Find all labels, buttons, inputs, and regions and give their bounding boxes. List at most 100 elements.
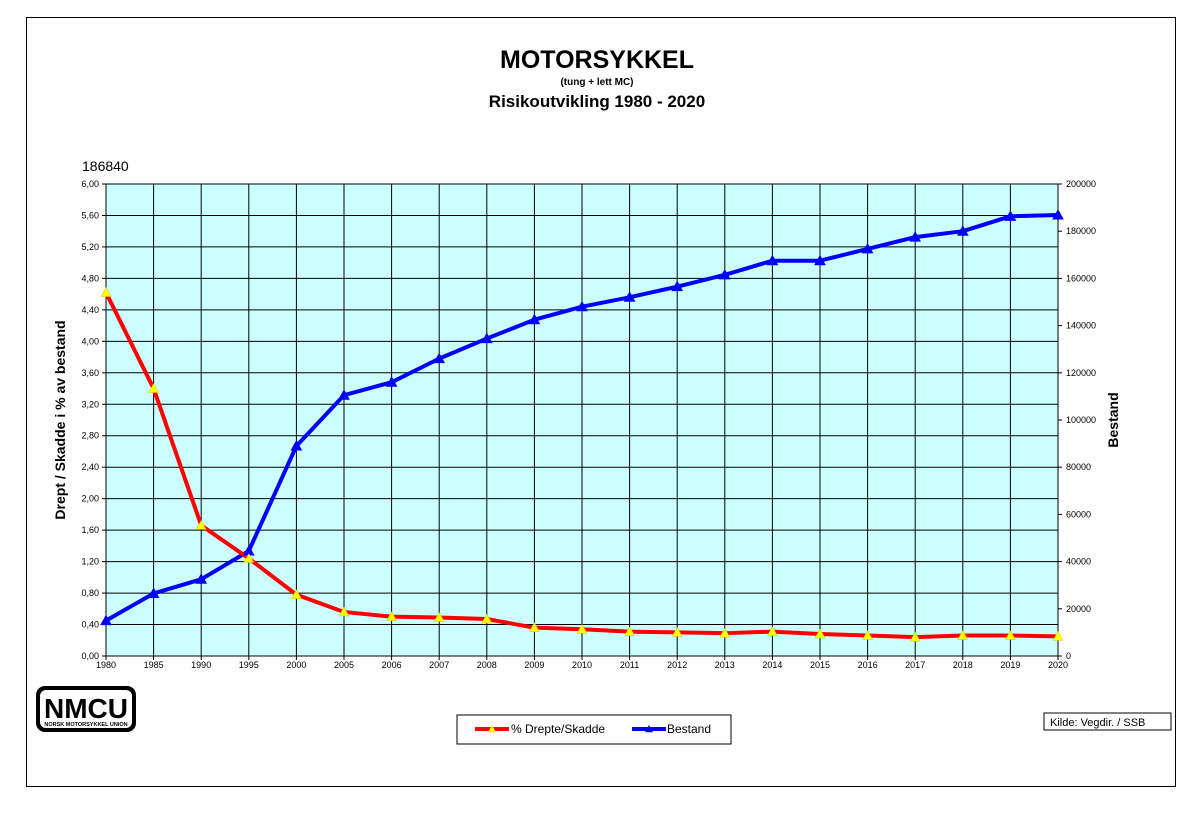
x-tick-label: 2008 [477,660,497,670]
bestand-point [290,439,303,451]
legend-drepte-marker [488,725,496,733]
y-tick-label: 1,60 [81,525,99,535]
bestand-point [671,280,684,292]
x-tick-label: 2014 [762,660,782,670]
y2-tick-label: 180000 [1066,226,1096,236]
y-tick-label: 1,20 [81,557,99,567]
y-tick-label: 0,80 [81,588,99,598]
y-axis-left-label: Drept / Skadde i % av bestand [52,320,68,519]
bestand-point [909,231,922,242]
y-tick-label: 4,00 [81,336,99,346]
top-value-label: 186840 [82,158,129,174]
x-tick-label: 2019 [1000,660,1020,670]
x-tick-label: 2020 [1048,660,1068,670]
bestand-point [718,268,731,280]
x-tick-label: 2016 [858,660,878,670]
y-tick-label: 4,80 [81,273,99,283]
bestand-point [528,313,541,325]
x-tick-label: 2006 [382,660,402,670]
bestand-point [385,376,398,387]
x-tick-label: 1980 [96,660,116,670]
logo-text: NMCU [44,693,128,724]
y-axis-right: 0 20000 40000 60000 80000 100000 120000 140000 1… [1058,179,1096,661]
y2-tick-label: 100000 [1066,415,1096,425]
logo-tagline: NORSK MOTORSYKKEL UNION [44,722,127,728]
source-text: Kilde: Vegdir. / SSB [1050,717,1145,729]
bestand-point [814,254,826,266]
drepte-point [528,622,540,632]
series-layer [100,209,1064,642]
chart-subtitle-2: Risikoutvikling 1980 - 2020 [489,92,705,111]
bestand-point [861,242,874,254]
y2-tick-label: 60000 [1066,509,1091,519]
y-tick-label: 5,20 [81,242,99,252]
x-tick-label: 2013 [715,660,735,670]
bestand-point [100,614,112,626]
x-tick-label: 2015 [810,660,830,670]
drepte-point [386,611,398,621]
y-tick-label: 4,40 [81,305,99,315]
bestand-point [956,225,969,236]
bestand-point [623,291,636,302]
x-tick-label: 2007 [429,660,449,670]
grid-lines [105,183,1059,657]
bestand-point [147,587,160,598]
y-tick-label: 3,60 [81,368,99,378]
bestand-point [576,300,588,312]
chart-subtitle: (tung + lett MC) [560,77,633,88]
y2-tick-label: 80000 [1066,462,1091,472]
y-tick-label: 5,60 [81,210,99,220]
drepte-point [957,630,969,640]
drepte-point [624,626,636,636]
drepte-point [814,628,826,639]
x-tick-label: 2005 [334,660,354,670]
drepte-point [1052,630,1064,641]
x-tick-label: 2018 [953,660,973,670]
y-tick-label: 3,20 [81,399,99,409]
x-tick-label: 2017 [905,660,925,670]
legend-bestand-label: Bestand [667,722,711,736]
bestand-point [195,573,208,584]
x-tick-label: 1985 [144,660,164,670]
y2-tick-label: 120000 [1066,368,1096,378]
drepte-point [909,631,921,642]
y2-tick-label: 200000 [1066,179,1096,189]
x-axis: 1980 1985 1990 1995 2000 2005 2006 2007 2008 2009… [96,656,1068,670]
y2-tick-label: 40000 [1066,557,1091,567]
drepte-point [100,287,112,297]
y-axis-left: 0,00 0,40 0,80 1,20 1,60 2,00 2,40 2,80 3,20 3,60… [81,179,106,661]
legend-drepte-label: % Drepte/Skadde [511,722,605,736]
x-tick-label: 2012 [667,660,687,670]
drepte-point [671,626,683,637]
nmcu-logo: NMCU NORSK MOTORSYKKEL UNION [36,686,136,732]
drepte-point [148,383,160,393]
bestand-point [1004,210,1017,221]
x-tick-label: 2010 [572,660,592,670]
bestand-point [766,254,779,266]
legend: % Drepte/Skadde Bestand [456,714,732,745]
x-tick-label: 2009 [524,660,544,670]
y-tick-label: 2,40 [81,462,99,472]
y2-tick-label: 0 [1066,651,1071,661]
bestand-point [338,389,350,400]
x-tick-label: 1990 [191,660,211,670]
source-box: Kilde: Vegdir. / SSB [1043,712,1172,731]
drepte-point [719,627,731,638]
y2-tick-label: 20000 [1066,604,1091,614]
drepte-point [862,630,874,640]
drepte-point [576,623,588,634]
drepte-point [290,589,302,599]
y2-tick-label: 140000 [1066,321,1096,331]
x-tick-label: 1995 [239,660,259,670]
chart-title: MOTORSYKKEL [500,46,694,74]
drepte-point [766,626,778,636]
bestand-point [1052,209,1064,220]
bestand-point [480,332,493,344]
drepte-point [433,611,445,622]
legend-bestand-marker [645,725,653,733]
y-tick-label: 0,00 [81,651,99,661]
y-tick-label: 6,00 [81,179,99,189]
x-tick-label: 2000 [286,660,306,670]
y-tick-label: 2,80 [81,431,99,441]
